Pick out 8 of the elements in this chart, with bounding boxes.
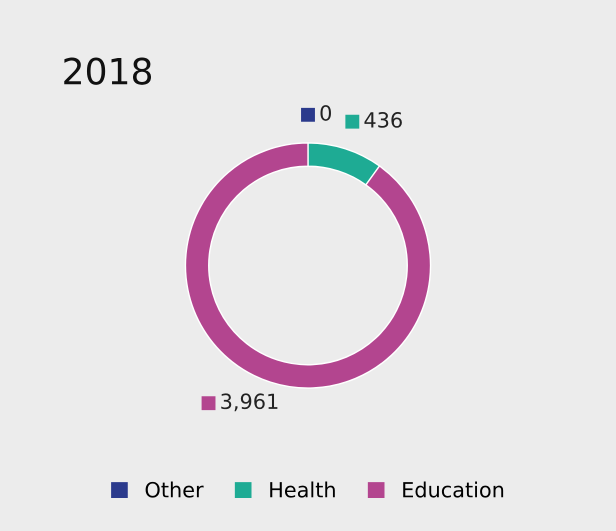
chart-title: 2018 xyxy=(64,58,152,85)
legend-label: Health xyxy=(270,481,335,498)
data-label: 436 xyxy=(364,112,402,128)
legend-label: Other xyxy=(146,481,204,498)
data-label: 3,961 xyxy=(221,393,278,412)
legend-label: Education xyxy=(403,481,504,498)
text: 0 xyxy=(320,105,331,121)
donut-slice xyxy=(184,142,432,389)
